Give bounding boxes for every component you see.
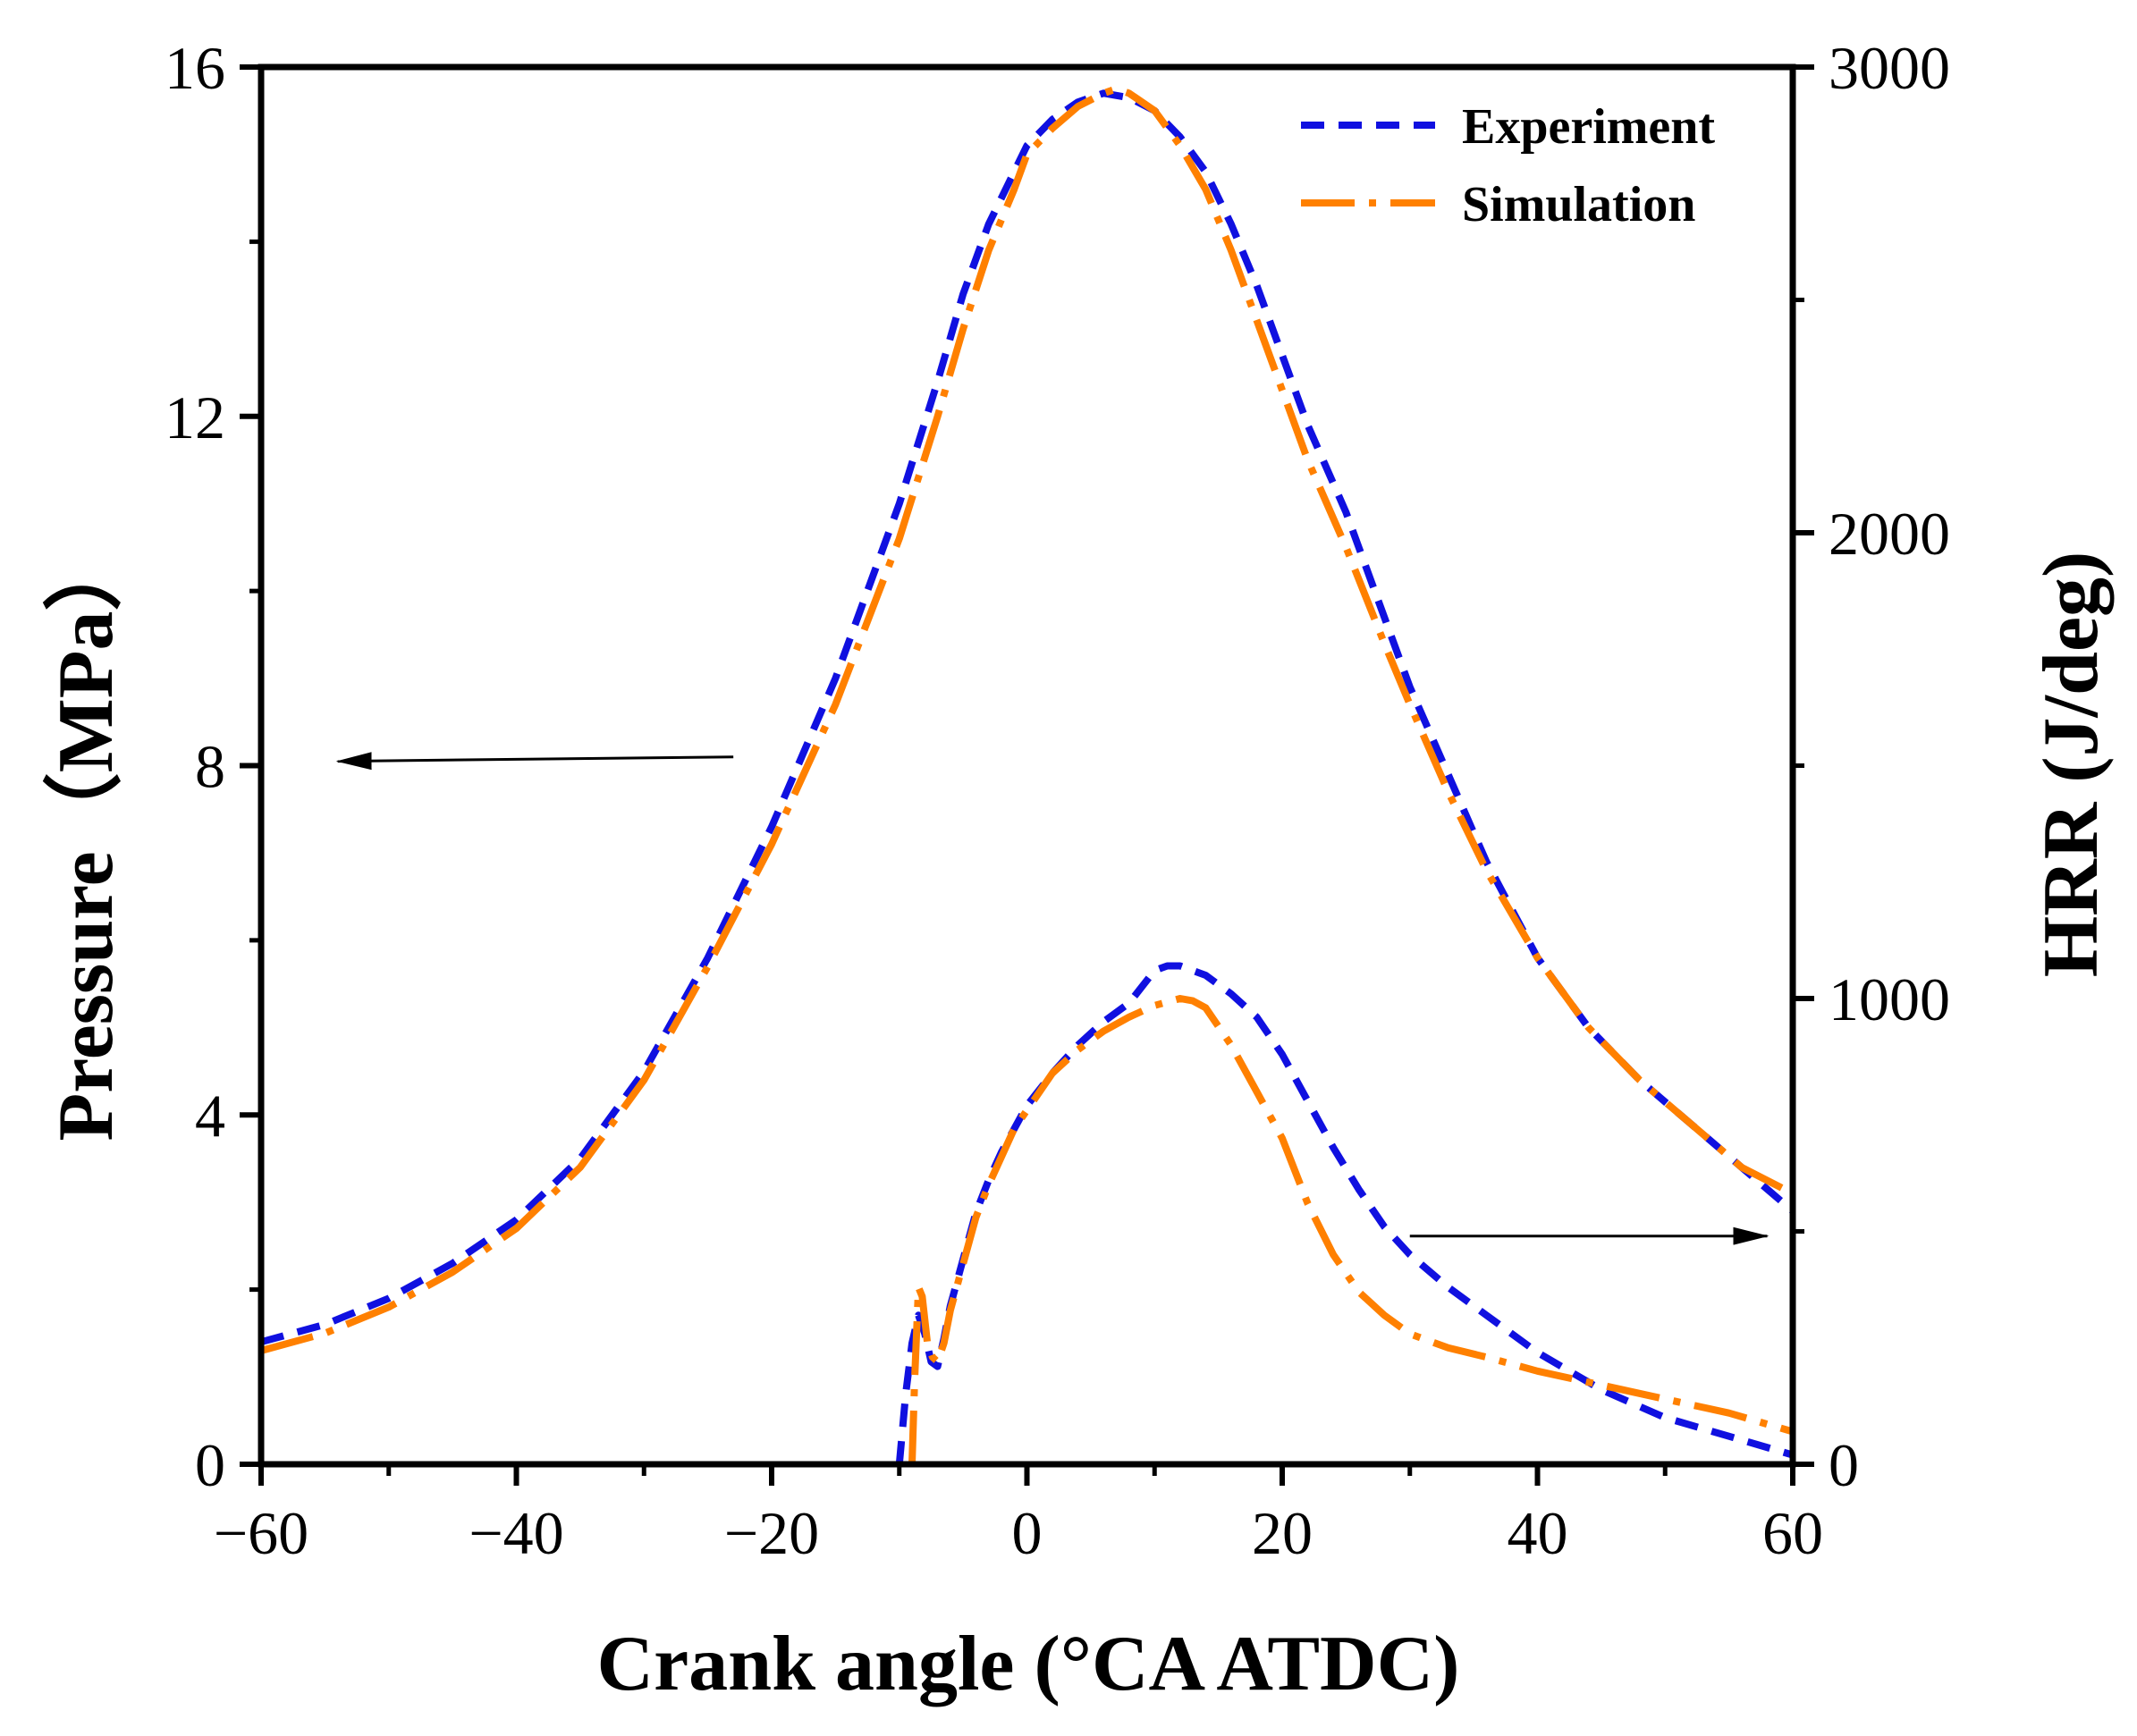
y-left-tick-label: 4 [195, 1082, 225, 1150]
y-left-tick-label: 8 [195, 733, 225, 801]
curves-layer [259, 85, 1795, 1465]
y-right-tick-label: 0 [1829, 1431, 1859, 1499]
x-tick-label: −60 [214, 1499, 308, 1567]
plot-frame [258, 63, 1796, 1468]
simulation-pressure-line [259, 85, 1795, 1354]
x-tick-label: 60 [1762, 1499, 1823, 1567]
x-axis-title: Crank angle (°CA ATDC) [597, 1621, 1460, 1707]
y-left-tick-label: 12 [165, 383, 225, 451]
legend-label-experiment: Experiment [1462, 99, 1715, 155]
annotations-layer [335, 752, 1770, 1245]
y-right-tick-label: 3000 [1829, 34, 1950, 102]
y-left-tick-label: 0 [195, 1431, 225, 1499]
experiment-pressure-line [259, 89, 1795, 1346]
x-tick-label: −40 [469, 1499, 563, 1567]
y-right-tick-label: 2000 [1829, 500, 1950, 568]
x-tick-label: 20 [1252, 1499, 1313, 1567]
y-left-tick-label: 16 [165, 34, 225, 102]
x-tick-label: −20 [724, 1499, 819, 1567]
legend: Experiment Simulation [1301, 99, 1715, 232]
legend-label-simulation: Simulation [1462, 177, 1695, 232]
x-tick-label: 40 [1508, 1499, 1568, 1567]
simulation-hrr-line [908, 995, 1795, 1465]
experiment-hrr-line [895, 962, 1795, 1465]
pressure-axis-arrow [335, 752, 734, 771]
y-left-axis-title: Pressure（MPa） [43, 532, 130, 1141]
y-right-tick-label: 1000 [1829, 965, 1950, 1033]
y-right-axis-title: HRR (J/deg) [2028, 552, 2115, 978]
x-tick-label: 0 [1012, 1499, 1043, 1567]
